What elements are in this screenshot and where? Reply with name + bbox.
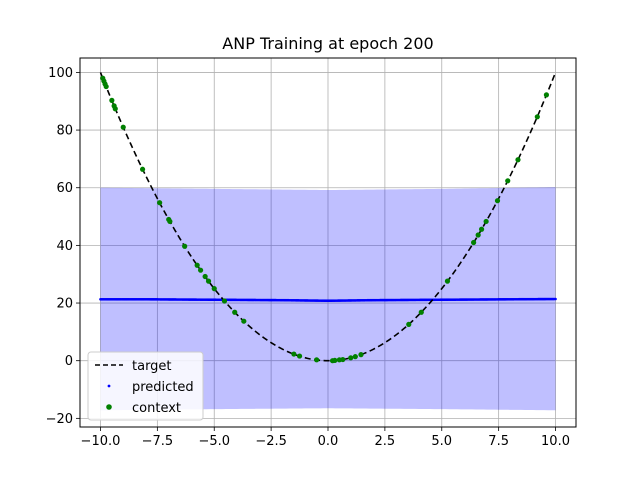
context-point — [182, 243, 188, 249]
context-point — [478, 226, 485, 232]
y-tick-label: 60 — [56, 181, 73, 196]
legend-predicted-swatch — [107, 384, 111, 388]
context-point — [332, 357, 338, 364]
legend-context-label: context — [132, 401, 181, 416]
confidence-band — [100, 187, 556, 411]
context-point — [232, 309, 238, 315]
y-tick-label: 80 — [56, 124, 73, 139]
x-tick-label: 7.5 — [488, 434, 509, 449]
x-axis: −10.0 −7.5 −5.0 −2.5 0.0 2.5 5.0 7.5 10.0 — [81, 427, 570, 449]
context-point — [358, 352, 364, 358]
x-tick-label: 10.0 — [541, 434, 570, 449]
context-point — [296, 353, 303, 359]
context-point — [157, 200, 163, 206]
context-point — [483, 218, 489, 225]
context-point — [139, 166, 146, 172]
x-tick-label: 5.0 — [431, 434, 452, 449]
context-point — [505, 178, 511, 184]
context-point — [241, 318, 247, 324]
context-point — [494, 198, 501, 204]
x-tick-label: −10.0 — [81, 434, 121, 449]
context-point — [197, 267, 204, 273]
context-point — [348, 355, 354, 361]
context-point — [221, 298, 228, 304]
legend-context-swatch — [106, 404, 112, 410]
chart-title: ANP Training at epoch 200 — [222, 34, 433, 53]
predicted-point — [554, 297, 557, 301]
context-point — [103, 83, 109, 90]
context-point — [543, 92, 550, 98]
context-point — [211, 286, 217, 292]
target-layer — [99, 72, 557, 362]
context-point — [109, 97, 115, 103]
confidence-band-layer — [100, 187, 556, 411]
predicted-layer — [99, 297, 557, 303]
legend-target-label: target — [132, 359, 172, 374]
legend-predicted-label: predicted — [132, 380, 194, 395]
legend-box — [87, 351, 204, 421]
legend: target predicted context — [87, 351, 204, 421]
context-point — [534, 114, 540, 120]
context-point — [314, 357, 320, 363]
context-point — [112, 106, 118, 112]
context-point — [340, 356, 346, 363]
x-tick-label: −2.5 — [255, 434, 287, 449]
x-tick-label: 2.5 — [375, 434, 396, 449]
context-point — [194, 262, 200, 268]
y-axis: −20 0 20 40 60 80 100 — [46, 66, 80, 427]
y-tick-label: −20 — [46, 412, 73, 427]
context-point — [167, 218, 173, 225]
context-point — [515, 157, 521, 163]
context-point — [475, 232, 481, 238]
y-tick-label: 0 — [65, 354, 73, 369]
y-tick-label: 40 — [56, 239, 73, 254]
context-point — [202, 273, 208, 280]
context-point — [120, 124, 126, 130]
context-point — [205, 278, 212, 284]
context-point — [352, 354, 358, 360]
context-point — [471, 239, 477, 246]
context-point — [291, 351, 297, 357]
context-point — [444, 278, 451, 284]
x-tick-label: −5.0 — [198, 434, 230, 449]
target-curve — [99, 72, 557, 362]
context-point — [406, 321, 412, 327]
x-tick-label: −7.5 — [142, 434, 174, 449]
context-point — [418, 309, 424, 315]
y-tick-label: 100 — [48, 66, 73, 81]
x-tick-label: 0.0 — [318, 434, 339, 449]
context-layer — [100, 75, 550, 364]
y-tick-label: 20 — [56, 297, 73, 312]
